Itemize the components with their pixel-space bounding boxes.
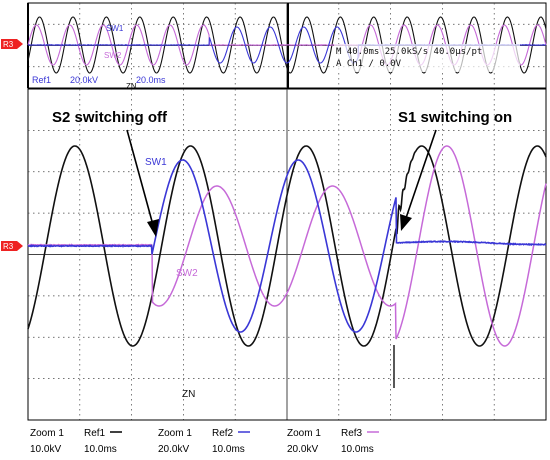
ref-label-1: Ref1 bbox=[84, 428, 106, 439]
overview-ref1: Ref1 bbox=[32, 75, 51, 85]
scale-label-2: 20.0kV bbox=[158, 444, 189, 455]
time-label-3: 10.0ms bbox=[341, 444, 374, 455]
zoom-marker-label: R3 bbox=[3, 242, 14, 251]
scale-label-1: 10.0kV bbox=[30, 444, 61, 455]
zoom-panel: SW1 SW2 ZN S2 switching off S1 switching… bbox=[28, 89, 546, 420]
zoom-label-1: Zoom 1 bbox=[30, 428, 64, 439]
ref-label-3: Ref3 bbox=[341, 428, 363, 439]
status-cell-ref1: Zoom 1 Ref1 10.0kV 10.0ms bbox=[30, 428, 122, 455]
status-cell-ref2: Zoom 1 Ref2 20.0kV 10.0ms bbox=[158, 428, 250, 455]
zoom-label-2: Zoom 1 bbox=[158, 428, 192, 439]
overview-ref1-time: 20.0ms bbox=[136, 75, 166, 85]
overview-label-sw1: SW1 bbox=[106, 24, 124, 33]
scale-label-3: 20.0kV bbox=[287, 444, 318, 455]
zoom-label-zn: ZN bbox=[182, 389, 195, 400]
overview-readout-line2: A Ch1 ∕ 0.0V bbox=[336, 59, 402, 69]
zoom-label-3: Zoom 1 bbox=[287, 428, 321, 439]
time-label-2: 10.0ms bbox=[212, 444, 245, 455]
annotation-s1-on: S1 switching on bbox=[398, 109, 512, 126]
time-label-1: 10.0ms bbox=[84, 444, 117, 455]
zoom-label-sw1: SW1 bbox=[145, 157, 167, 168]
zoom-label-sw2: SW2 bbox=[176, 268, 198, 279]
ref-label-2: Ref2 bbox=[212, 428, 234, 439]
zoom-ground-marker: R3 bbox=[1, 241, 23, 251]
overview-panel: M 40.0ms 25.0kS/s 40.0µs/pt A Ch1 ∕ 0.0V… bbox=[28, 3, 546, 91]
status-cell-ref3: Zoom 1 Ref3 20.0kV 10.0ms bbox=[287, 428, 379, 455]
status-bar: Zoom 1 Ref1 10.0kV 10.0ms Zoom 1 Ref2 20… bbox=[28, 420, 546, 455]
overview-readout-line1: M 40.0ms 25.0kS/s 40.0µs/pt bbox=[336, 47, 482, 57]
overview-ground-marker: R3 bbox=[1, 39, 23, 49]
overview-marker-label: R3 bbox=[3, 40, 14, 49]
overview-ref1-scale: 20.0kV bbox=[70, 75, 98, 85]
annotation-s2-off: S2 switching off bbox=[52, 109, 168, 126]
overview-label-sw2: SW2 bbox=[104, 51, 122, 60]
